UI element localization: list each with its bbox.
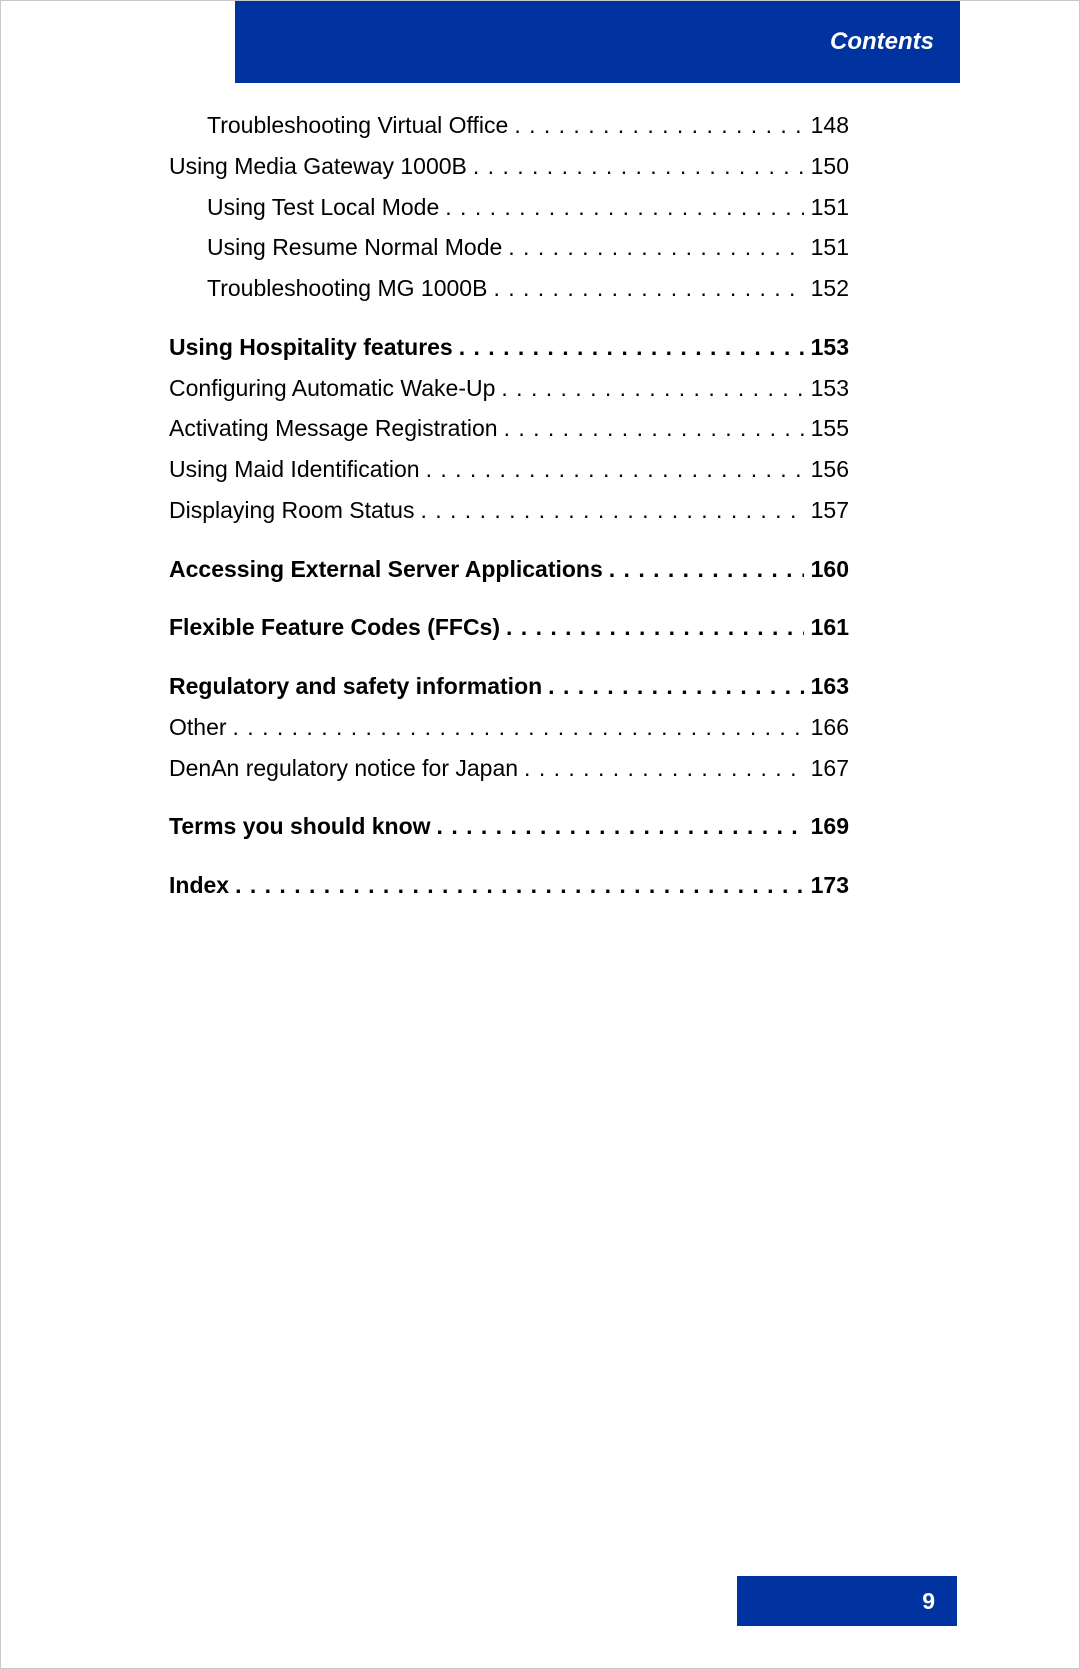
toc-label: Displaying Room Status <box>169 496 414 525</box>
page-number: 9 <box>922 1588 935 1615</box>
toc-leader-dots: . . . . . . . . . . . . . . . . . . . . … <box>542 672 804 701</box>
toc-label: Index <box>169 871 229 900</box>
toc-row: Other . . . . . . . . . . . . . . . . . … <box>169 713 849 742</box>
toc-leader-dots: . . . . . . . . . . . . . . . . . . . . … <box>498 414 804 443</box>
toc-page: 157 <box>804 496 849 525</box>
toc-leader-dots: . . . . . . . . . . . . . . . . . . . . … <box>439 193 804 222</box>
toc-row: Regulatory and safety information . . . … <box>169 672 849 701</box>
toc-row: Troubleshooting MG 1000B . . . . . . . .… <box>169 274 849 303</box>
toc-label: Using Maid Identification <box>169 455 420 484</box>
toc-row: DenAn regulatory notice for Japan . . . … <box>169 754 849 783</box>
toc-page: 161 <box>804 613 849 642</box>
toc-label: Regulatory and safety information <box>169 672 542 701</box>
toc-row: Using Test Local Mode . . . . . . . . . … <box>169 193 849 222</box>
toc-label: Flexible Feature Codes (FFCs) <box>169 613 500 642</box>
toc-leader-dots: . . . . . . . . . . . . . . . . . . . . … <box>414 496 804 525</box>
toc-label: Accessing External Server Applications <box>169 555 603 584</box>
toc-row: Using Hospitality features . . . . . . .… <box>169 333 849 362</box>
toc-row: Configuring Automatic Wake-Up . . . . . … <box>169 374 849 403</box>
toc-label: Using Hospitality features <box>169 333 453 362</box>
toc-page: 167 <box>804 754 849 783</box>
toc-label: Configuring Automatic Wake-Up <box>169 374 495 403</box>
footer-box: 9 <box>737 1576 957 1626</box>
page: Contents Troubleshooting Virtual Office … <box>0 0 1080 1669</box>
toc-page: 166 <box>804 713 849 742</box>
toc-page: 160 <box>804 555 849 584</box>
toc-leader-dots: . . . . . . . . . . . . . . . . . . . . … <box>467 152 804 181</box>
toc-label: Using Media Gateway 1000B <box>169 152 467 181</box>
toc-label: Terms you should know <box>169 812 431 841</box>
toc-leader-dots: . . . . . . . . . . . . . . . . . . . . … <box>500 613 804 642</box>
toc-row: Activating Message Registration . . . . … <box>169 414 849 443</box>
toc-row: Terms you should know . . . . . . . . . … <box>169 812 849 841</box>
toc-row: Troubleshooting Virtual Office . . . . .… <box>169 111 849 140</box>
toc-leader-dots: . . . . . . . . . . . . . . . . . . . . … <box>453 333 804 362</box>
toc-label: DenAn regulatory notice for Japan <box>169 754 518 783</box>
toc-leader-dots: . . . . . . . . . . . . . . . . . . . . … <box>431 812 804 841</box>
toc-content: Troubleshooting Virtual Office . . . . .… <box>169 111 849 912</box>
toc-page: 153 <box>804 374 849 403</box>
toc-label: Activating Message Registration <box>169 414 498 443</box>
toc-page: 152 <box>804 274 849 303</box>
toc-leader-dots: . . . . . . . . . . . . . . . . . . . . … <box>229 871 804 900</box>
toc-label: Troubleshooting Virtual Office <box>207 111 508 140</box>
toc-page: 155 <box>804 414 849 443</box>
toc-page: 148 <box>804 111 849 140</box>
toc-row: Using Maid Identification . . . . . . . … <box>169 455 849 484</box>
toc-leader-dots: . . . . . . . . . . . . . . . . . . . . … <box>508 111 804 140</box>
toc-label: Using Test Local Mode <box>207 193 439 222</box>
toc-page: 153 <box>804 333 849 362</box>
toc-page: 173 <box>804 871 849 900</box>
toc-row: Accessing External Server Applications .… <box>169 555 849 584</box>
toc-page: 169 <box>804 812 849 841</box>
toc-row: Using Media Gateway 1000B . . . . . . . … <box>169 152 849 181</box>
toc-row: Displaying Room Status . . . . . . . . .… <box>169 496 849 525</box>
toc-leader-dots: . . . . . . . . . . . . . . . . . . . . … <box>227 713 804 742</box>
header-bar: Contents <box>235 1 960 83</box>
toc-leader-dots: . . . . . . . . . . . . . . . . . . . . … <box>502 233 804 262</box>
toc-page: 151 <box>804 193 849 222</box>
toc-leader-dots: . . . . . . . . . . . . . . . . . . . . … <box>603 555 804 584</box>
toc-page: 151 <box>804 233 849 262</box>
toc-label: Other <box>169 713 227 742</box>
toc-row: Flexible Feature Codes (FFCs) . . . . . … <box>169 613 849 642</box>
toc-row: Index . . . . . . . . . . . . . . . . . … <box>169 871 849 900</box>
toc-leader-dots: . . . . . . . . . . . . . . . . . . . . … <box>487 274 804 303</box>
toc-row: Using Resume Normal Mode . . . . . . . .… <box>169 233 849 262</box>
toc-page: 163 <box>804 672 849 701</box>
toc-leader-dots: . . . . . . . . . . . . . . . . . . . . … <box>495 374 804 403</box>
toc-page: 150 <box>804 152 849 181</box>
header-title: Contents <box>830 28 934 56</box>
toc-leader-dots: . . . . . . . . . . . . . . . . . . . . … <box>420 455 804 484</box>
toc-page: 156 <box>804 455 849 484</box>
toc-label: Using Resume Normal Mode <box>207 233 502 262</box>
toc-label: Troubleshooting MG 1000B <box>207 274 487 303</box>
toc-leader-dots: . . . . . . . . . . . . . . . . . . . . … <box>518 754 804 783</box>
